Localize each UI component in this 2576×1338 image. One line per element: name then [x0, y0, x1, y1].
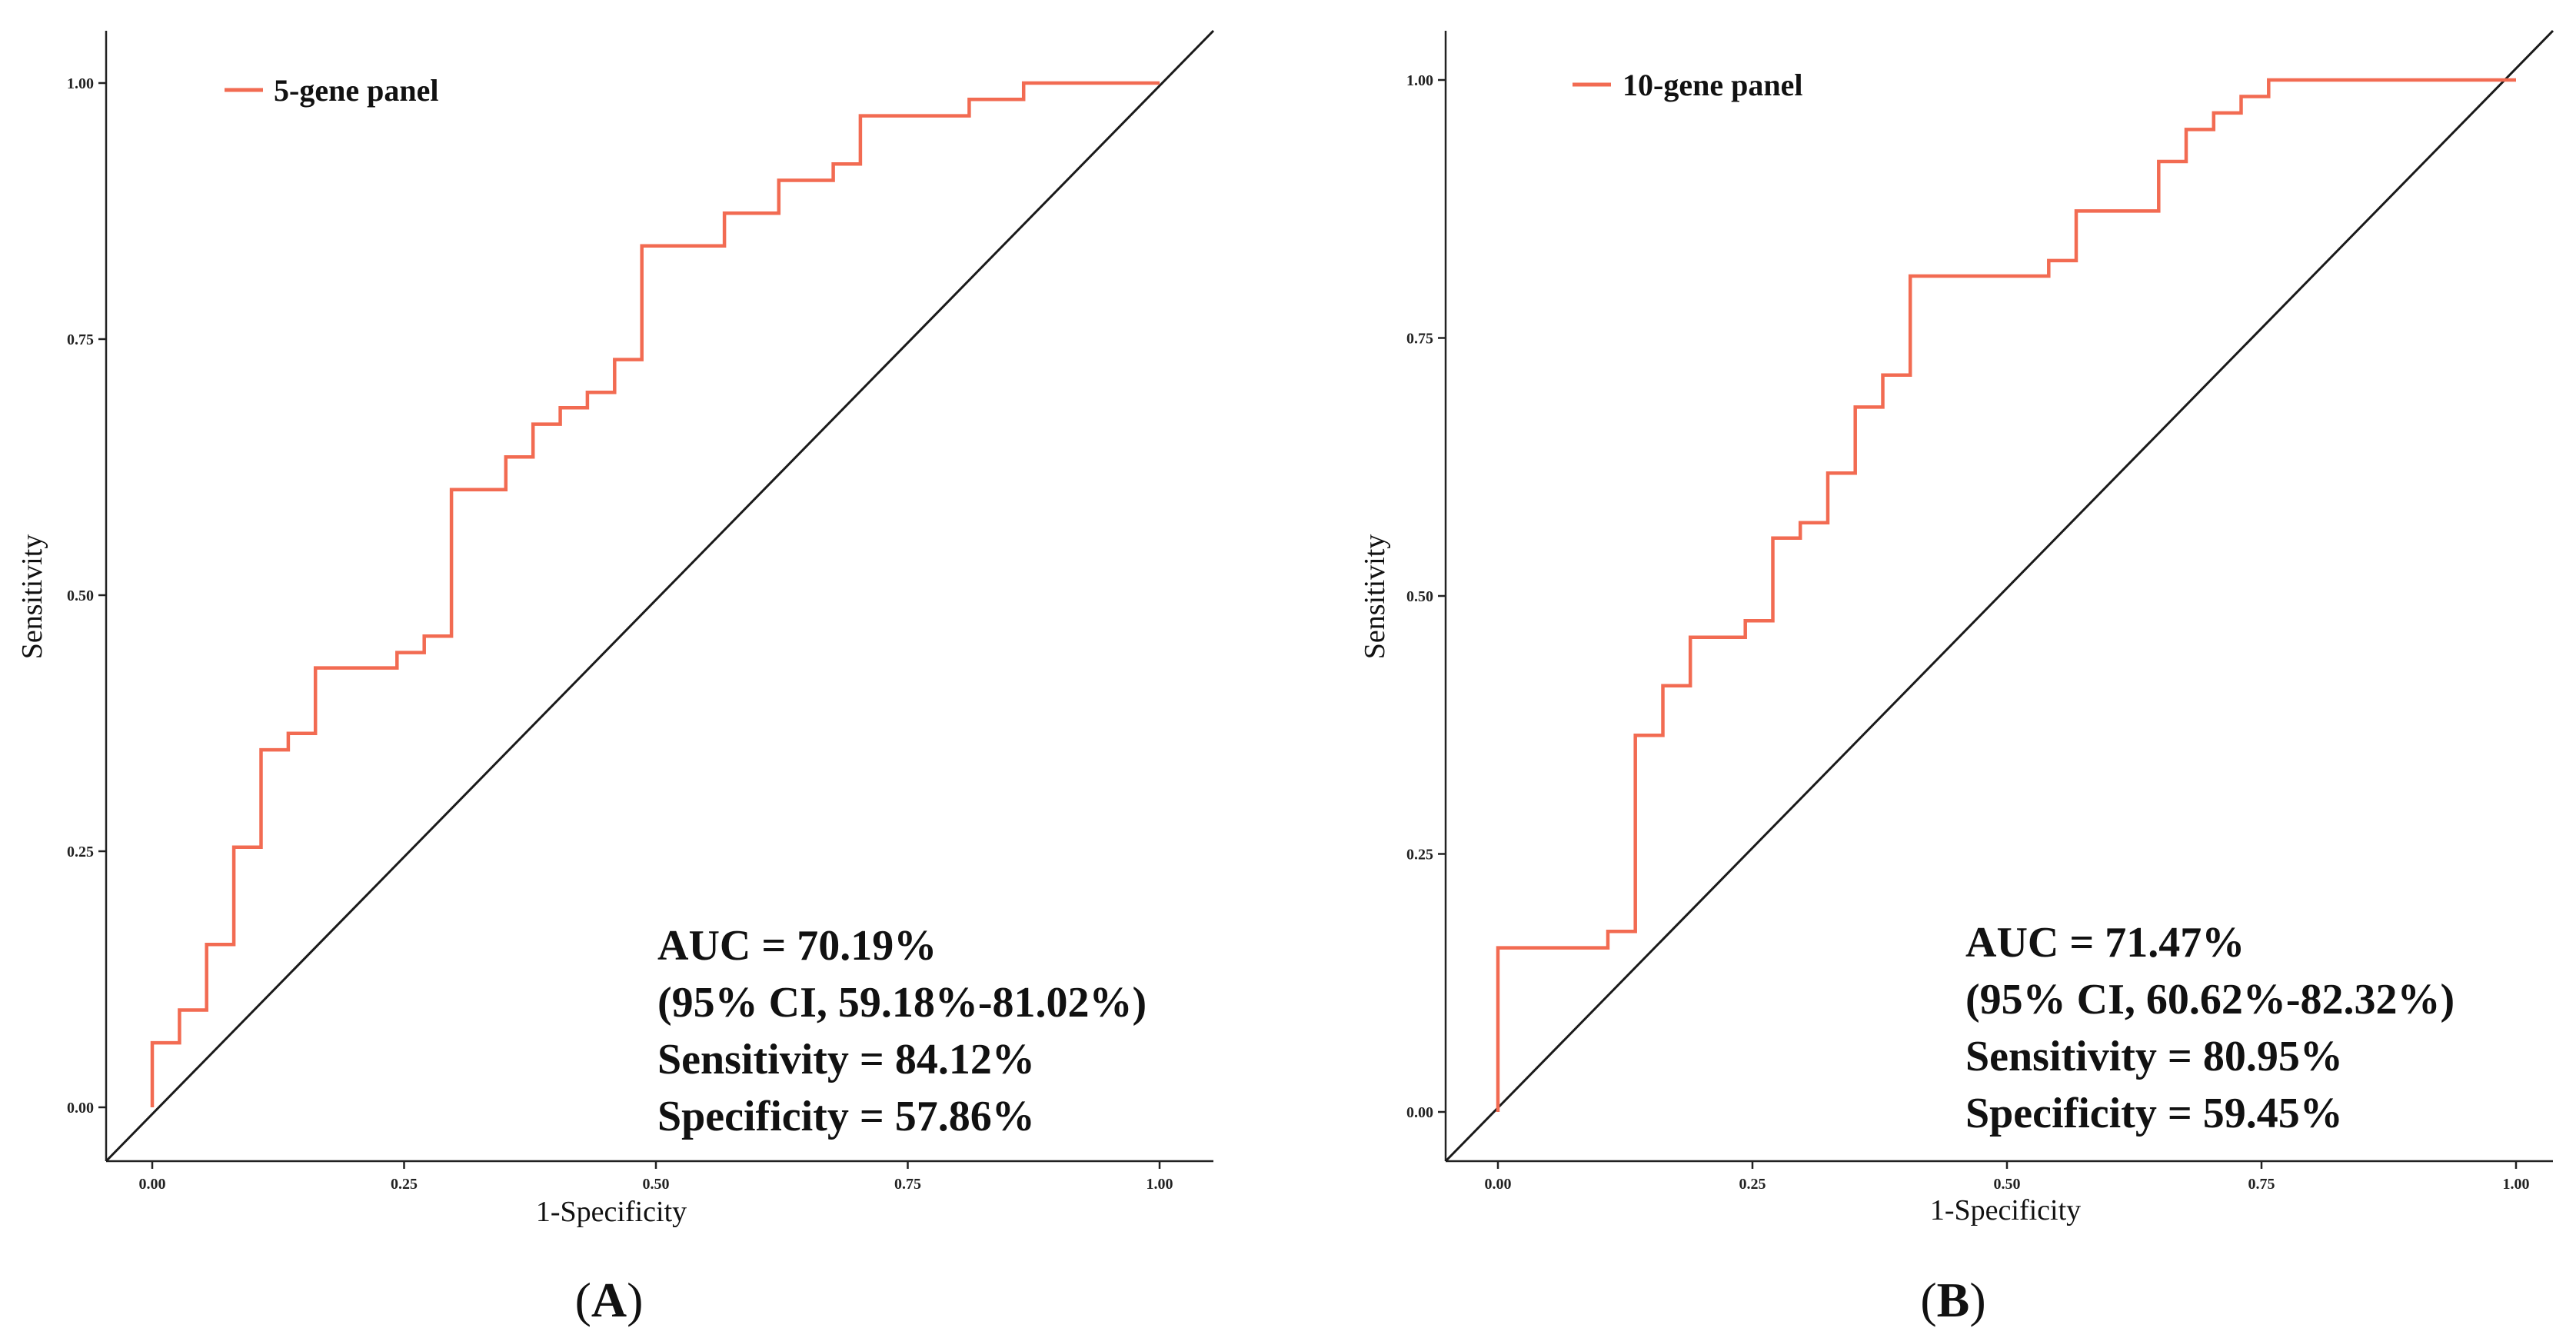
x-ticks: 0.00 0.25 0.50 0.75 1.00	[139, 1161, 1173, 1193]
reference-diagonal	[1444, 29, 2554, 1163]
y-tick-label: 1.00	[1406, 72, 1433, 89]
panel-label: (B)	[1920, 1273, 1985, 1327]
x-tick-label: 1.00	[1147, 1176, 1173, 1193]
roc-panel-b: 0.00 0.25 0.50 0.75 1.00 0.00 0.25 0.50 0.75 1.0…	[1359, 29, 2554, 1327]
x-ticks: 0.00 0.25 0.50 0.75 1.00	[1485, 1161, 2530, 1193]
y-tick-label: 0.25	[1406, 847, 1433, 864]
x-tick-label: 0.25	[391, 1176, 418, 1193]
ci-text: (95% CI, 60.62%-82.32%)	[1965, 976, 2455, 1023]
x-tick-label: 0.25	[1739, 1176, 1766, 1193]
roc-curve	[1496, 78, 2516, 1112]
sensitivity-text: Sensitivity = 84.12%	[657, 1036, 1035, 1083]
x-tick-label: 0.75	[2248, 1176, 2275, 1193]
legend-label: 10-gene panel	[1622, 68, 1802, 102]
y-tick-label: 0.25	[67, 844, 94, 860]
y-axis-label: Sensitivity	[1359, 534, 1391, 660]
y-tick-label: 0.75	[67, 331, 94, 348]
y-tick-label: 0.50	[67, 587, 94, 604]
roc-panel-a: 0.00 0.25 0.50 0.75 1.00 0.00 0.25 0.50 0.75 1.0…	[16, 29, 1215, 1327]
x-tick-label: 0.00	[139, 1176, 166, 1193]
y-tick-label: 0.00	[67, 1100, 94, 1117]
x-axis-label: 1-Specificity	[536, 1196, 687, 1228]
specificity-text: Specificity = 57.86%	[657, 1093, 1035, 1140]
legend-label: 5-gene panel	[274, 73, 438, 108]
ci-text: (95% CI, 59.18%-81.02%)	[657, 979, 1147, 1027]
x-tick-label: 0.50	[1994, 1176, 2021, 1193]
y-tick-label: 1.00	[67, 75, 94, 92]
y-axis-label: Sensitivity	[16, 534, 48, 660]
x-tick-label: 0.50	[643, 1176, 670, 1193]
auc-text: AUC = 71.47%	[1965, 919, 2245, 967]
sensitivity-text: Sensitivity = 80.95%	[1965, 1033, 2343, 1080]
y-ticks: 0.00 0.25 0.50 0.75 1.00	[1406, 72, 1446, 1121]
y-tick-label: 0.50	[1406, 588, 1433, 605]
x-axis-label: 1-Specificity	[1930, 1194, 2081, 1226]
x-tick-label: 0.75	[894, 1176, 921, 1193]
auc-text: AUC = 70.19%	[657, 922, 937, 970]
roc-curve	[150, 81, 1160, 1107]
y-tick-label: 0.75	[1406, 331, 1433, 348]
specificity-text: Specificity = 59.45%	[1965, 1090, 2343, 1137]
y-tick-label: 0.00	[1406, 1104, 1433, 1121]
y-ticks: 0.00 0.25 0.50 0.75 1.00	[67, 75, 106, 1117]
x-tick-label: 1.00	[2503, 1176, 2530, 1193]
reference-diagonal	[105, 29, 1215, 1163]
x-tick-label: 0.00	[1485, 1176, 1512, 1193]
panel-label: (A)	[575, 1273, 644, 1327]
